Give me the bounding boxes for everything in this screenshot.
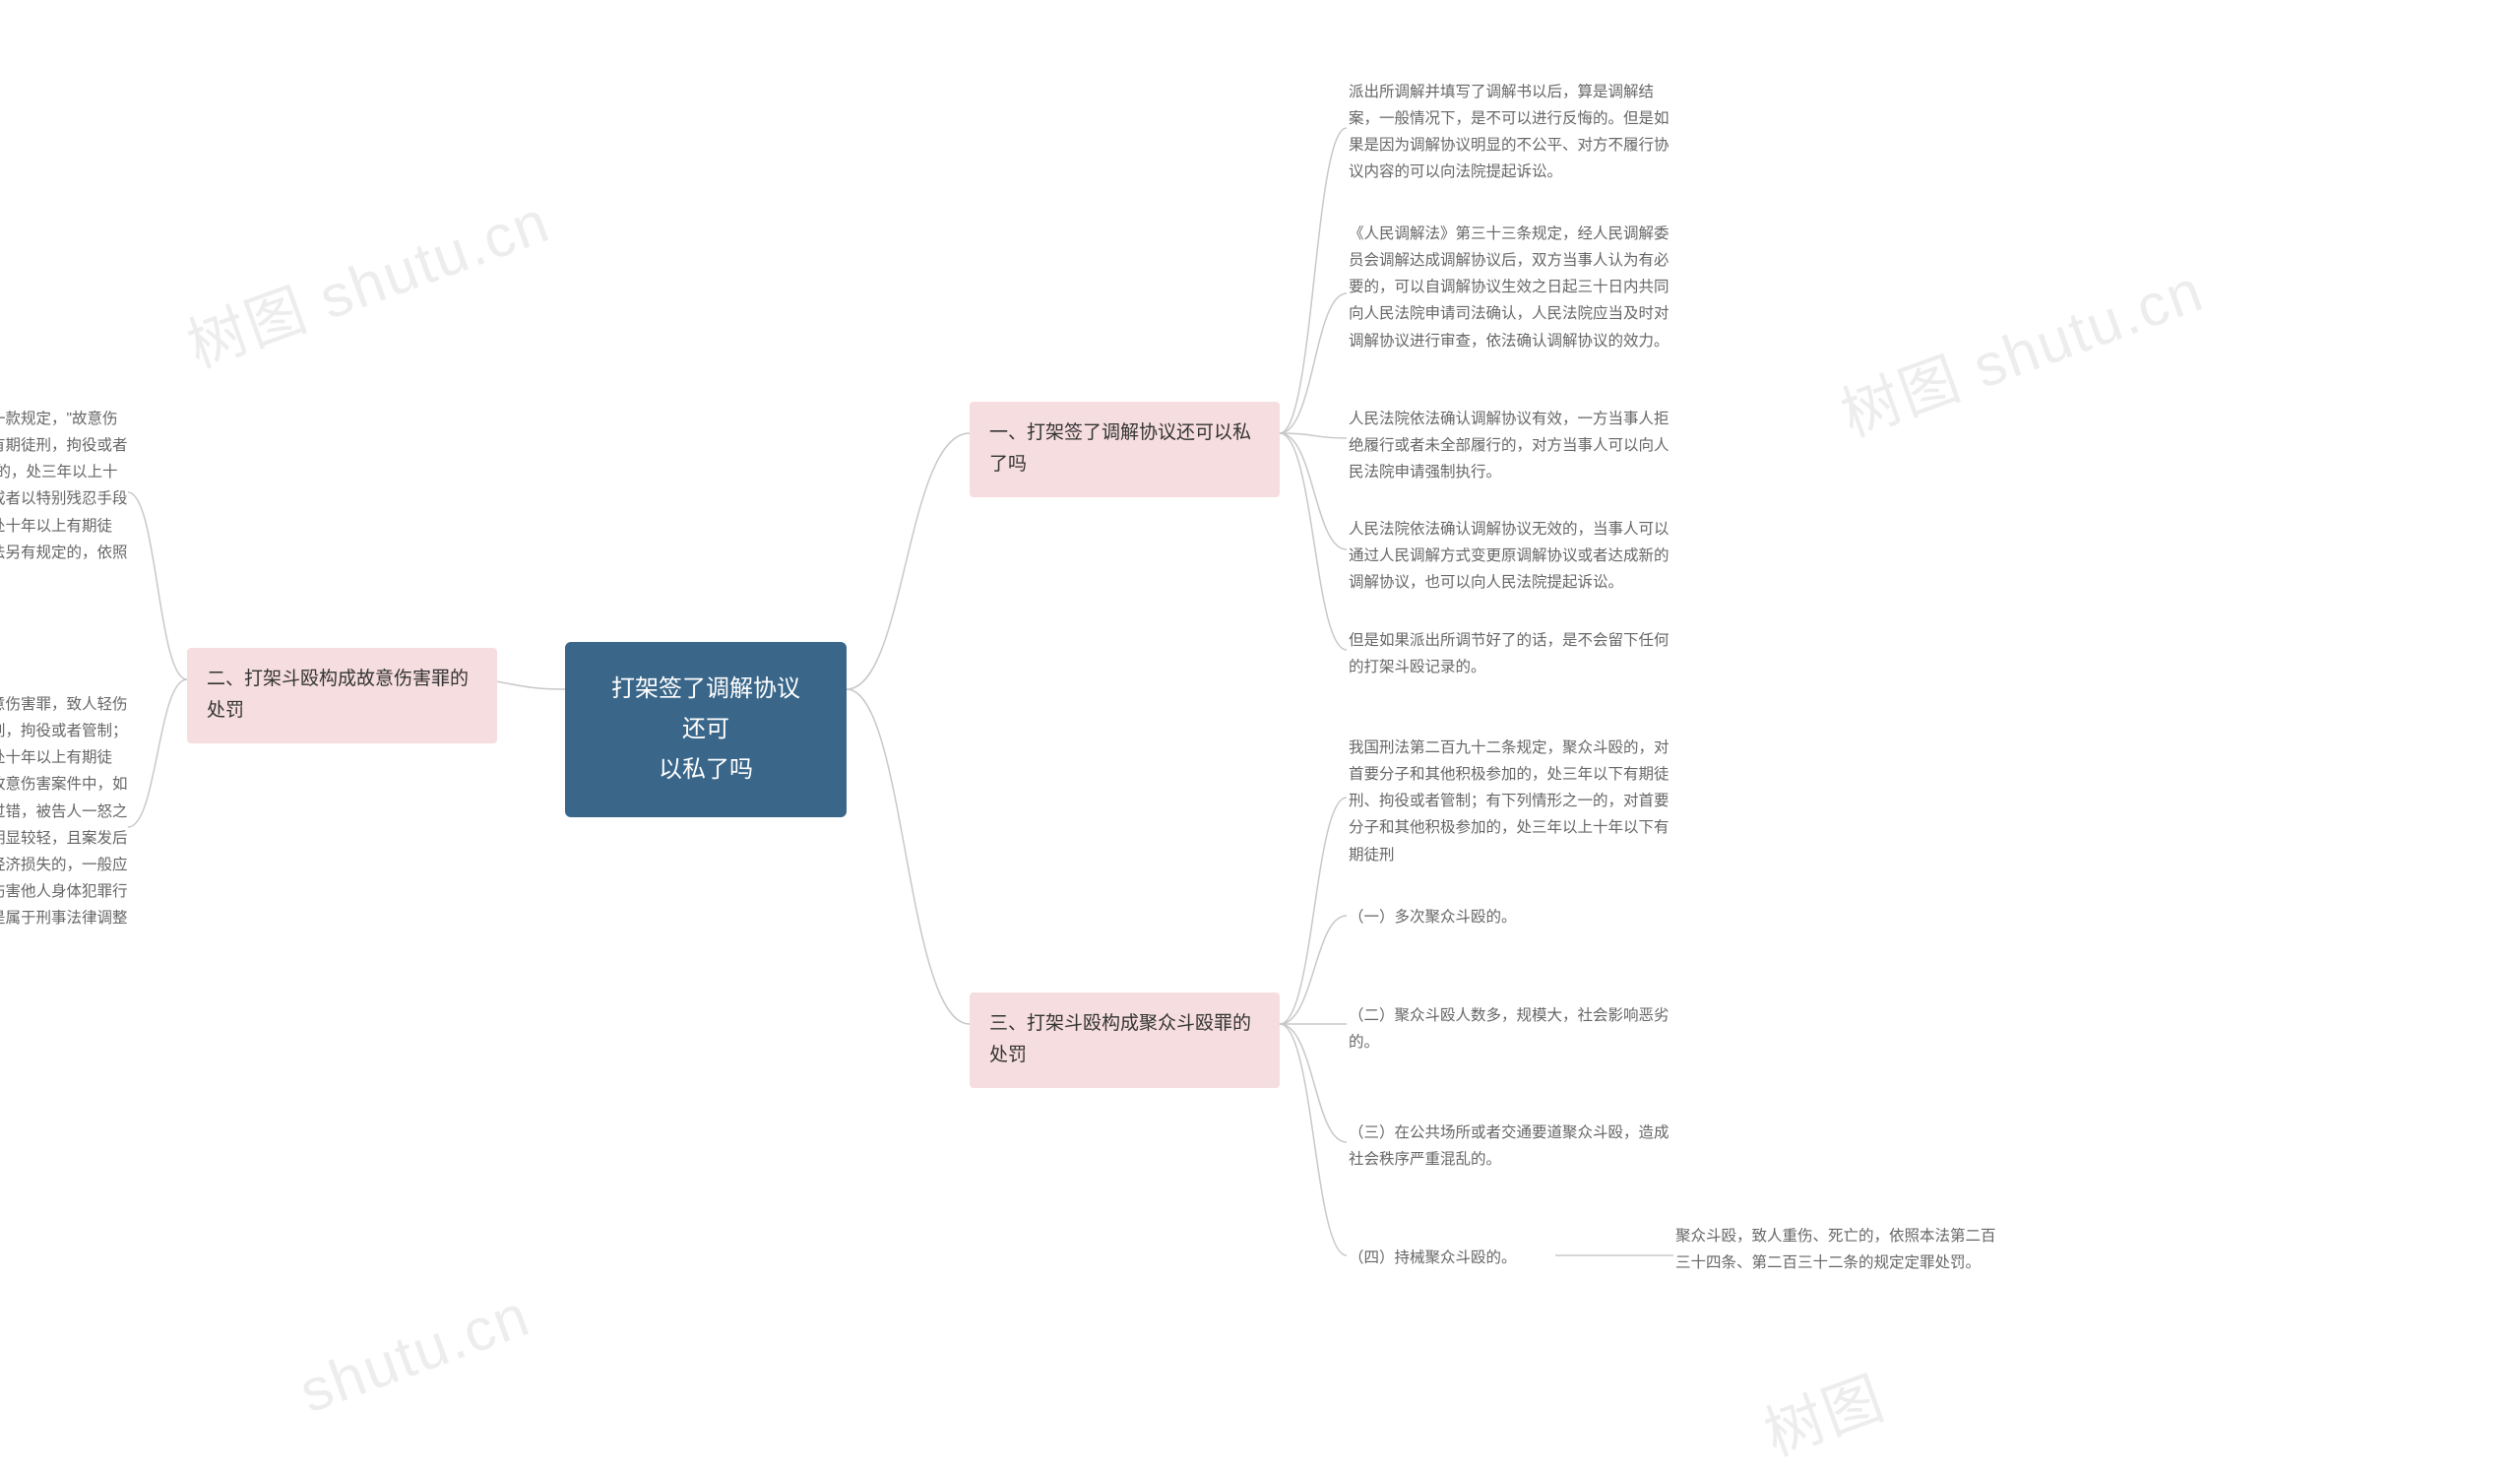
branch-2: 二、打架斗殴构成故意伤害罪的处罚 bbox=[187, 648, 497, 743]
branch-1-leaf-0: 派出所调解并填写了调解书以后，算是调解结案，一般情况下，是不可以进行反悔的。但是… bbox=[1349, 77, 1673, 188]
watermark: 树图 bbox=[1751, 1350, 1895, 1472]
branch-3-leaf-2: （二）聚众斗殴人数多，规模大，社会影响恶劣的。 bbox=[1349, 1000, 1673, 1057]
root-title-line1: 打架签了调解协议 还可 bbox=[591, 670, 821, 750]
root-title-line2: 以私了吗 bbox=[591, 750, 821, 791]
branch-3: 三、打架斗殴构成聚众斗殴罪的处罚 bbox=[970, 993, 1280, 1088]
branch-1-leaf-1: 《人民调解法》第三十三条规定，经人民调解委员会调解达成调解协议后，双方当事人认为… bbox=[1349, 219, 1673, 356]
branch-2-leaf-1: 根据本条规定，只要构成故意伤害罪，致人轻伤的应当判处三年以下有期徒刑，拘役或者管… bbox=[0, 689, 132, 960]
branch-1-title: 一、打架签了调解协议还可以私了吗 bbox=[989, 422, 1251, 475]
watermark: 树图 shutu.cn bbox=[174, 174, 560, 385]
branch-3-leaf-1: （一）多次聚众斗殴的。 bbox=[1349, 902, 1673, 932]
root-node: 打架签了调解协议 还可 以私了吗 bbox=[565, 642, 847, 817]
branch-3-leaf-0: 我国刑法第二百九十二条规定，聚众斗殴的，对首要分子和其他积极参加的，处三年以下有… bbox=[1349, 733, 1673, 870]
watermark: shutu.cn bbox=[291, 1281, 539, 1427]
branch-1-leaf-4: 但是如果派出所调节好了的话，是不会留下任何的打架斗殴记录的。 bbox=[1349, 625, 1673, 682]
branch-2-title: 二、打架斗殴构成故意伤害罪的处罚 bbox=[207, 669, 469, 721]
watermark: 树图 shutu.cn bbox=[1828, 243, 2214, 454]
branch-1-leaf-2: 人民法院依法确认调解协议有效，一方当事人拒绝履行或者未全部履行的，对方当事人可以… bbox=[1349, 404, 1673, 487]
branch-3-title: 三、打架斗殴构成聚众斗殴罪的处罚 bbox=[989, 1013, 1251, 1065]
branch-1: 一、打架签了调解协议还可以私了吗 bbox=[970, 402, 1280, 497]
branch-3-leaf-4-sub: 聚众斗殴，致人重伤、死亡的，依照本法第二百三十四条、第二百三十二条的规定定罪处罚… bbox=[1675, 1221, 2000, 1278]
branch-2-leaf-0: 我国刑法第二百三十四条第一款规定，"故意伤害他人身体的，处三年以下有期徒刑，拘役… bbox=[0, 404, 132, 595]
branch-1-leaf-3: 人民法院依法确认调解协议无效的，当事人可以通过人民调解方式变更原调解协议或者达成… bbox=[1349, 514, 1673, 598]
branch-3-leaf-4: （四）持械聚众斗殴的。 bbox=[1349, 1243, 1555, 1273]
branch-3-leaf-3: （三）在公共场所或者交通要道聚众斗殴，造成社会秩序严重混乱的。 bbox=[1349, 1118, 1673, 1175]
